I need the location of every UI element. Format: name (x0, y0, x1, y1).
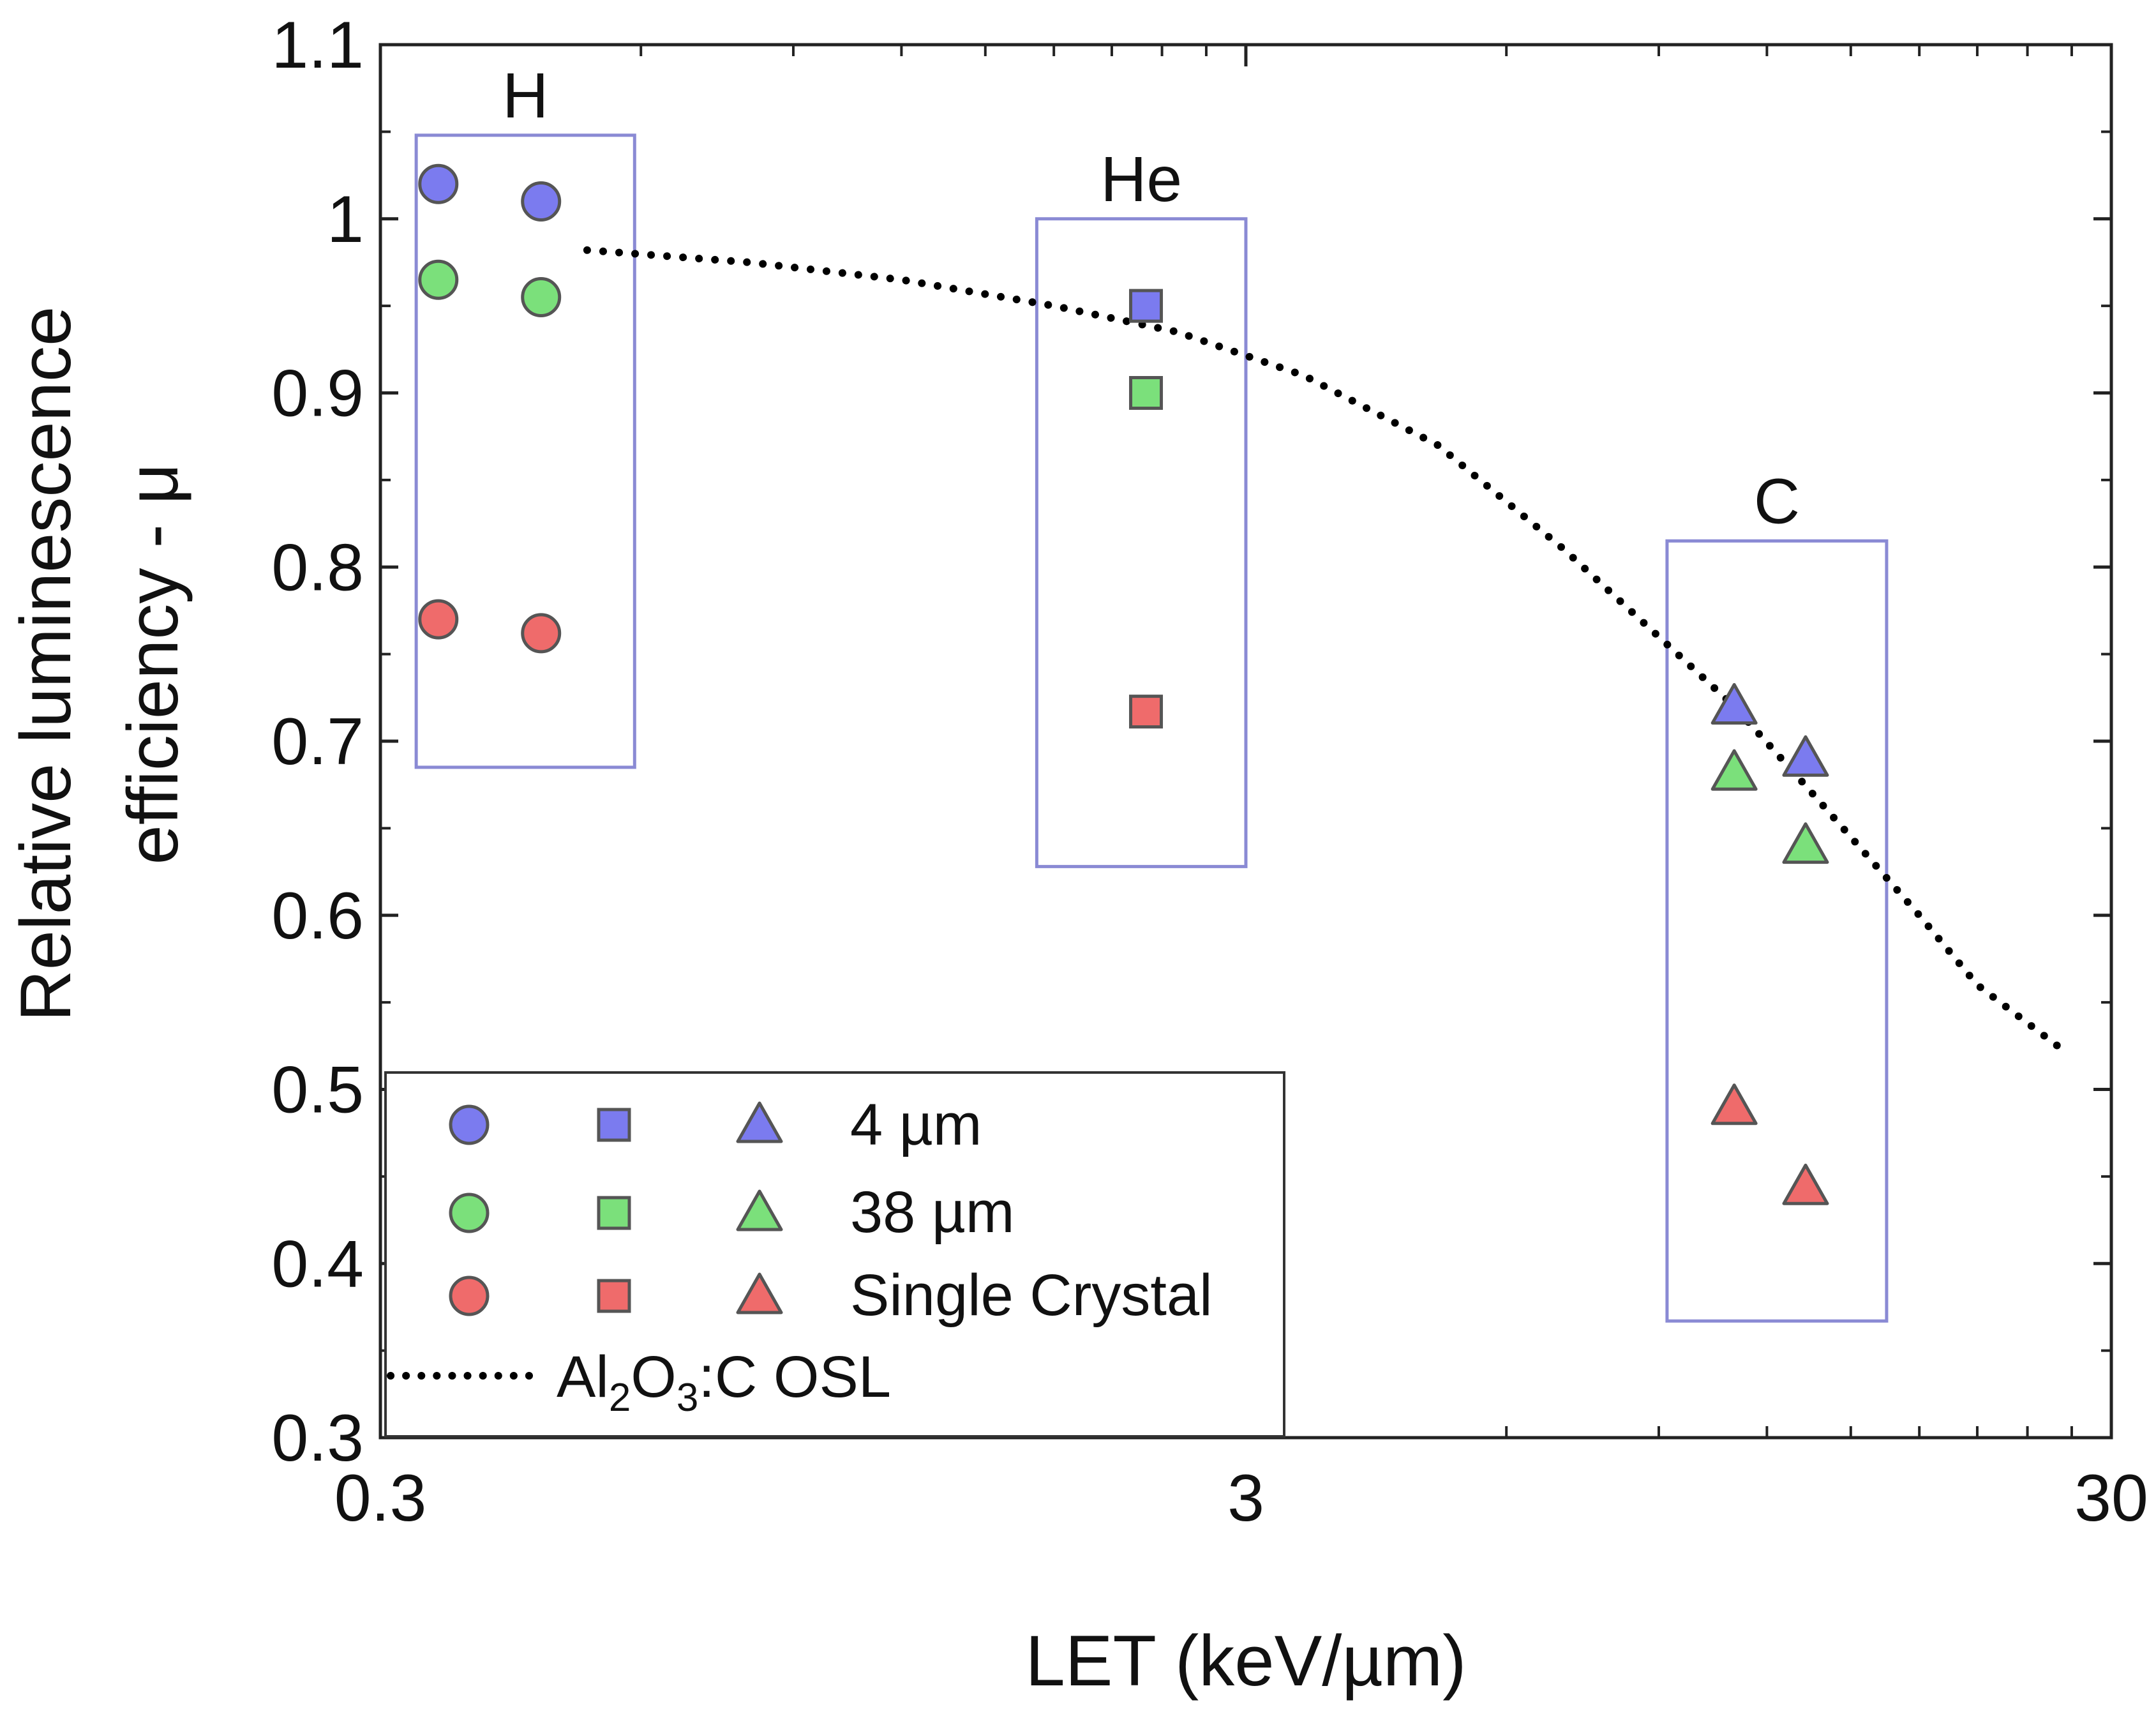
y-tick-label: 0.9 (271, 357, 364, 431)
osl-label-sub3: 3 (677, 1376, 698, 1420)
legend-circle-single-crystal (449, 1276, 490, 1316)
y-tick-label: 0.6 (271, 879, 364, 953)
marker-h-4-m-2 (521, 181, 562, 222)
legend-square-4-m (597, 1108, 631, 1142)
legend-square-single-crystal (597, 1279, 631, 1313)
group-label-h: H (502, 60, 548, 132)
marker-c-4-m-2 (1782, 735, 1829, 777)
osl-label-sub2: 2 (609, 1376, 631, 1420)
legend-box (384, 1071, 1285, 1438)
marker-h-single-crystal-1 (418, 599, 459, 640)
group-boxes: H He C (414, 60, 1889, 1323)
marker-c-single-crystal-2 (1782, 1163, 1829, 1205)
osl-label-rest: :C OSL (698, 1344, 891, 1410)
group-box-c (1665, 539, 1889, 1323)
marker-c-single-crystal-1 (1711, 1083, 1758, 1125)
legend-triangle-4-m (736, 1101, 783, 1143)
marker-h-single-crystal-2 (521, 613, 562, 654)
marker-h-4-m-1 (418, 163, 459, 204)
legend-circle-4-m (449, 1104, 490, 1145)
legend-circle-38-m (449, 1193, 490, 1233)
marker-h-38-m-2 (521, 276, 562, 317)
y-axis-title: Relative luminescence efficiency - μ (6, 306, 193, 1022)
legend-markers (449, 1101, 783, 1316)
legend: 4 µm 38 µm Single Crystal Al2O3:C OSL (384, 1071, 1285, 1438)
x-tick-label: 30 (2074, 1461, 2148, 1535)
legend-label-osl: Al2O3:C OSL (557, 1344, 891, 1420)
osl-curve (583, 246, 2062, 1050)
marker-h-38-m-1 (418, 259, 459, 300)
x-tick-label: 0.3 (334, 1461, 427, 1535)
x-axis-title: LET (keV/µm) (1025, 1621, 1466, 1701)
y-axis-title-line-1: Relative luminescence (6, 306, 86, 1022)
marker-he-4-m-1 (1129, 289, 1164, 323)
y-tick-label: 1 (327, 183, 364, 257)
group-label-he: He (1100, 144, 1182, 215)
osl-label-o: O (631, 1344, 677, 1410)
y-tick-label: 1.1 (271, 8, 364, 82)
legend-triangle-single-crystal (736, 1272, 783, 1314)
data-markers (418, 163, 1829, 1205)
marker-c-38-m-1 (1711, 749, 1758, 791)
osl-label-al: Al (557, 1344, 609, 1410)
axis-tick-labels: 0.3 0.4 0.5 0.6 0.7 0.8 0.9 1 1.1 0.3 3 30 (271, 8, 2148, 1535)
y-axis-title-line-2: efficiency - μ (113, 463, 193, 865)
osl-curve-layer (583, 246, 2062, 1050)
legend-square-38-m (597, 1196, 631, 1230)
y-tick-label: 0.3 (271, 1401, 364, 1475)
legend-label-38um: 38 µm (850, 1180, 1015, 1245)
y-tick-label: 0.5 (271, 1053, 364, 1127)
group-box-h (414, 133, 636, 769)
marker-c-38-m-2 (1782, 822, 1829, 864)
y-tick-label: 0.8 (271, 531, 364, 605)
legend-label-single-crystal: Single Crystal (850, 1263, 1213, 1328)
marker-he-single-crystal-1 (1129, 695, 1164, 729)
y-tick-label: 0.7 (271, 705, 364, 779)
marker-he-38-m-1 (1129, 376, 1164, 410)
marker-c-4-m-1 (1711, 682, 1758, 725)
legend-triangle-38-m (736, 1189, 783, 1231)
x-tick-label: 3 (1227, 1461, 1264, 1535)
y-tick-label: 0.4 (271, 1227, 364, 1301)
group-label-c: C (1754, 465, 1800, 537)
group-box-he (1035, 217, 1248, 868)
legend-label-4um: 4 µm (850, 1092, 982, 1157)
